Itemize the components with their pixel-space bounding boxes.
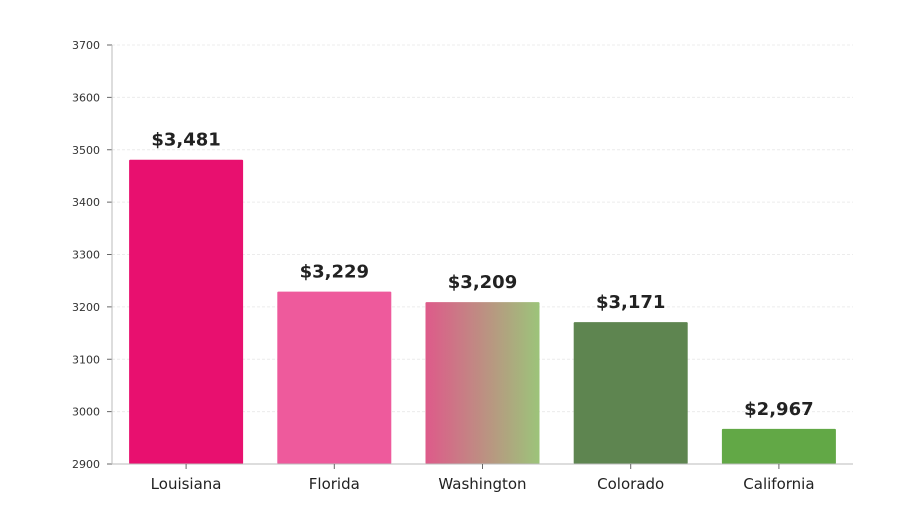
- y-tick-label: 3400: [72, 196, 100, 209]
- y-tick-label: 3100: [72, 353, 100, 366]
- y-tick-label: 3600: [72, 91, 100, 104]
- data-label: $3,481: [151, 130, 220, 151]
- y-tick-label: 3000: [72, 406, 100, 419]
- y-tick-label: 3500: [72, 144, 100, 157]
- x-tick-label: Colorado: [597, 475, 664, 493]
- bar-california: [721, 428, 836, 464]
- bar-florida: [277, 291, 392, 464]
- data-label: $3,171: [596, 292, 665, 313]
- y-tick-label: 3200: [72, 301, 100, 314]
- x-tick-label: Washington: [438, 475, 526, 493]
- data-label: $2,967: [744, 399, 813, 420]
- y-tick-label: 3300: [72, 249, 100, 262]
- data-label: $3,229: [300, 262, 369, 283]
- y-tick-label: 2900: [72, 458, 100, 471]
- bar-washington: [425, 302, 540, 464]
- bar-louisiana: [129, 159, 244, 465]
- data-label: $3,209: [448, 272, 517, 293]
- x-tick-label: California: [743, 475, 814, 493]
- x-tick-label: Louisiana: [151, 475, 222, 493]
- bar-colorado: [573, 322, 688, 464]
- y-tick-label: 3700: [72, 39, 100, 52]
- x-tick-label: Florida: [309, 475, 360, 493]
